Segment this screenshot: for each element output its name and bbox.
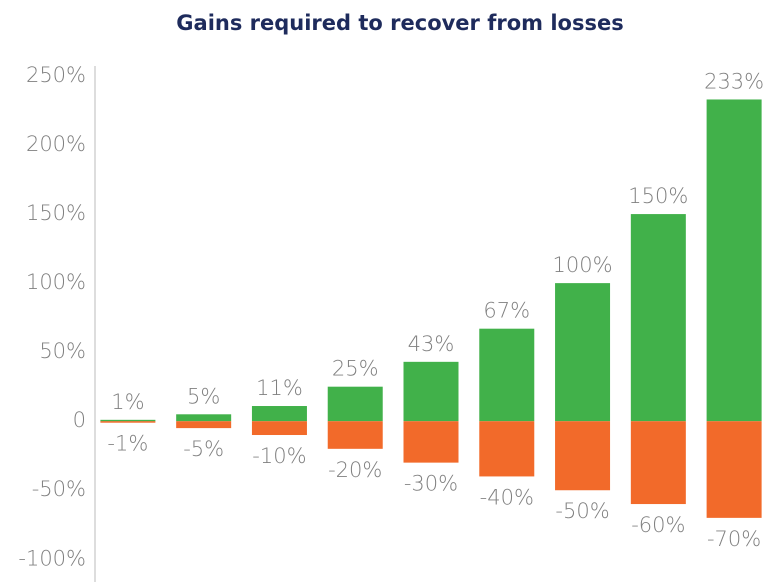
bar <box>479 328 535 422</box>
y-tick-label: -100% <box>18 546 86 570</box>
data-label: 1% <box>111 390 144 414</box>
data-label: -50% <box>555 499 609 523</box>
bar <box>706 421 762 518</box>
bar <box>706 99 762 422</box>
bar <box>403 361 459 422</box>
data-label: 25% <box>332 357 379 381</box>
y-tick-label: 0 <box>73 408 86 432</box>
data-label: 100% <box>553 253 613 277</box>
bar <box>251 406 307 422</box>
data-label: -60% <box>631 513 685 537</box>
data-label: -40% <box>480 485 534 509</box>
data-label: -5% <box>183 437 224 461</box>
bar <box>100 421 156 423</box>
bar <box>327 386 383 422</box>
data-label: 43% <box>408 332 455 356</box>
y-tick-label: 150% <box>26 201 86 225</box>
bar <box>555 421 611 491</box>
y-tick-label: 200% <box>26 132 86 156</box>
data-label: -70% <box>707 527 761 551</box>
bar <box>630 421 686 505</box>
data-label: 150% <box>628 184 688 208</box>
data-label: -30% <box>404 472 458 496</box>
bar <box>630 214 686 422</box>
bar <box>327 421 383 449</box>
bar <box>403 421 459 463</box>
y-tick-label: 100% <box>26 270 86 294</box>
bar <box>251 421 307 436</box>
data-label: 11% <box>256 376 303 400</box>
bar <box>479 421 535 477</box>
y-tick-label: -50% <box>32 477 86 501</box>
data-label: 5% <box>187 384 220 408</box>
data-label: -1% <box>107 432 148 456</box>
data-label: 67% <box>483 299 530 323</box>
bar <box>100 419 156 422</box>
y-tick-label: 250% <box>26 63 86 87</box>
data-label: 233% <box>704 69 764 93</box>
y-tick-label: 50% <box>39 339 86 363</box>
data-label: -10% <box>252 444 306 468</box>
bar <box>176 421 232 429</box>
data-label: -20% <box>328 458 382 482</box>
bar <box>555 283 611 422</box>
chart-title: Gains required to recover from losses <box>176 11 623 35</box>
bar <box>176 414 232 422</box>
